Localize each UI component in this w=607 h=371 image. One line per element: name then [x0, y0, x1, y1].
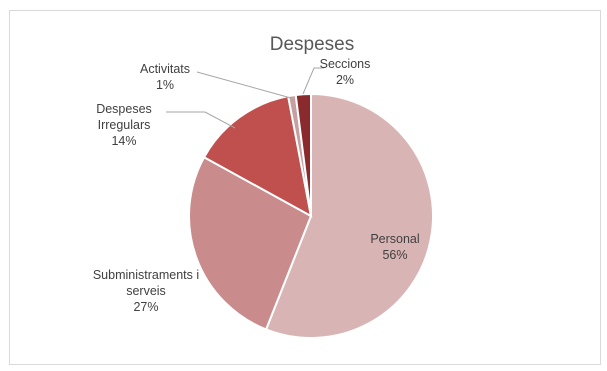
leader-line [302, 67, 324, 95]
pie-slices [188, 92, 435, 339]
slice-label: Activitats 1% [140, 62, 190, 92]
slice-label: Seccions 2% [320, 57, 371, 87]
slice-label: Despeses Irregulars 14% [96, 102, 152, 148]
leader-lines [166, 67, 324, 129]
pie-slice-personal [264, 92, 435, 339]
pie-slice-seccions [294, 92, 312, 217]
chart-title: Despeses [270, 34, 355, 55]
slice-label: Personal 56% [370, 232, 419, 262]
leader-line [196, 71, 292, 99]
leader-line [166, 111, 236, 129]
slice-label: Subministraments i serveis 27% [93, 268, 199, 314]
slice-labels: Personal 56% Subministraments i serveis 27% D… [93, 57, 420, 314]
